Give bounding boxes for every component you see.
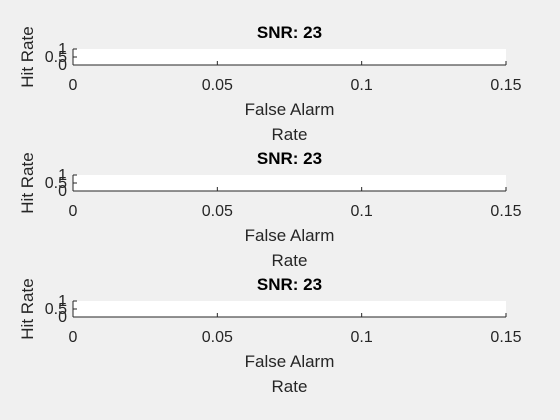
- x-axis-label-line: Rate: [272, 251, 308, 270]
- y-tick-label: 0.5: [45, 49, 67, 66]
- x-axis-label-line: Rate: [272, 377, 308, 396]
- chart-title: SNR: 23: [257, 23, 322, 42]
- x-tick-label: 0.15: [490, 77, 521, 94]
- x-tick-label: 0.1: [351, 77, 373, 94]
- x-axis-label-line: False Alarm: [245, 100, 335, 119]
- chart-title: SNR: 23: [257, 149, 322, 168]
- x-tick-label: 0: [69, 203, 78, 220]
- y-axis-label: Hit Rate: [18, 26, 37, 87]
- axes-3: 0 0.05 0.1 0.15 00.51 SNR: 23 False Alarm Rate H…: [18, 275, 522, 396]
- chart-title: SNR: 23: [257, 275, 322, 294]
- plot-area: [73, 175, 506, 191]
- y-tick-label: 0.5: [45, 175, 67, 192]
- x-tick-label: 0.05: [202, 77, 233, 94]
- y-tick-label: 1: [58, 293, 67, 310]
- x-tick-label: 0.05: [202, 329, 233, 346]
- x-tick-label: 0.05: [202, 203, 233, 220]
- y-tick-label: 1: [58, 167, 67, 184]
- axes-1: 0 0.05 0.1 0.15 00.51 SNR: 23 False Alarm Rate H…: [18, 23, 522, 144]
- x-axis-label-line: Rate: [272, 125, 308, 144]
- x-tick-label: 0.1: [351, 329, 373, 346]
- x-tick-label: 0.1: [351, 203, 373, 220]
- x-tick-label: 0: [69, 77, 78, 94]
- x-axis-label-line: False Alarm: [245, 226, 335, 245]
- x-tick-label: 0.15: [490, 203, 521, 220]
- plot-area: [73, 49, 506, 65]
- plot-area: [73, 301, 506, 317]
- y-tick-label: 0: [58, 57, 67, 74]
- y-axis-label: Hit Rate: [18, 278, 37, 339]
- y-axis-label: Hit Rate: [18, 152, 37, 213]
- y-tick-label: 1: [58, 41, 67, 58]
- y-tick-label: 0.5: [45, 301, 67, 318]
- x-tick-label: 0: [69, 329, 78, 346]
- axes-2: 0 0.05 0.1 0.15 00.51 SNR: 23 False Alarm Rate H…: [18, 149, 522, 270]
- y-tick-label: 0: [58, 183, 67, 200]
- x-axis-label-line: False Alarm: [245, 352, 335, 371]
- x-tick-label: 0.15: [490, 329, 521, 346]
- y-tick-label: 0: [58, 309, 67, 326]
